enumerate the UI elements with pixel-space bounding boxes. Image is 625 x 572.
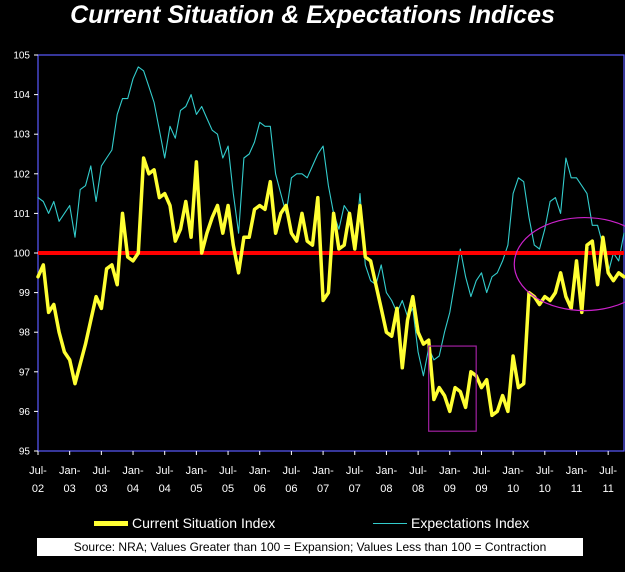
x-tick-label-line2: 08 [412, 483, 424, 495]
chart-title: Current Situation & Expectations Indices [70, 1, 555, 29]
x-tick-label: Jul- 02 [29, 465, 47, 495]
x-tick-label: Jan- 08 [376, 465, 398, 495]
legend-current-swatch [94, 520, 128, 526]
x-tick-label-line1: Jul- [473, 465, 491, 477]
x-tick-label-line1: Jul- [536, 465, 554, 477]
x-tick-label: Jan- 10 [502, 465, 524, 495]
x-tick-label-line1: Jan- [186, 465, 208, 477]
legend-current-label: Current Situation Index [132, 515, 276, 531]
y-tick-label: 95 [19, 447, 31, 458]
x-tick-label-line2: 06 [254, 483, 266, 495]
highlight-rectangle [428, 345, 477, 432]
legend-expectations-swatch [373, 522, 407, 524]
x-tick-label: Jul- 10 [536, 465, 554, 495]
x-tick-label-line1: Jan- [566, 465, 588, 477]
y-tick-label: 101 [13, 209, 30, 220]
x-tick-label-line1: Jul- [92, 465, 110, 477]
expectations-series [37, 66, 625, 377]
x-tick-label: Jul- 09 [473, 465, 491, 495]
x-tick-label-line2: 02 [32, 483, 44, 495]
x-tick-label: Jul- 08 [409, 465, 427, 495]
x-tick-label: Jan- 03 [59, 465, 81, 495]
x-tick-label-line2: 07 [317, 483, 329, 495]
current-situation-series [36, 156, 625, 418]
legend-expectations-label: Expectations Index [411, 515, 530, 531]
x-tick-label-line1: Jan- [249, 465, 271, 477]
y-tick-label: 96 [19, 407, 31, 418]
x-tick-label-line1: Jan- [376, 465, 398, 477]
x-tick-label-line1: Jan- [439, 465, 461, 477]
x-tick-label-line1: Jan- [59, 465, 81, 477]
x-tick-label: Jul- 11 [599, 465, 617, 495]
x-tick-label: Jul- 07 [346, 465, 364, 495]
legend-current: Current Situation Index [94, 513, 275, 533]
y-tick-label: 100 [13, 249, 30, 260]
y-tick-label: 97 [19, 367, 31, 378]
x-tick-label-line2: 03 [95, 483, 107, 495]
x-tick-label: Jan- 07 [312, 465, 334, 495]
x-tick-label-line2: 07 [349, 483, 361, 495]
expectations-line [37, 66, 625, 377]
x-tick-label-line2: 10 [507, 483, 519, 495]
annotations [428, 216, 625, 432]
y-tick-label: 104 [13, 90, 30, 101]
x-tick-label-line2: 09 [475, 483, 487, 495]
x-tick-label-line2: 10 [539, 483, 551, 495]
y-tick-label: 102 [13, 169, 30, 180]
x-tick-label-line2: 08 [380, 483, 392, 495]
x-tick-label-line1: Jul- [283, 465, 301, 477]
x-tick-label-line2: 04 [159, 483, 171, 495]
x-tick-label-line1: Jul- [29, 465, 47, 477]
x-tick-label-line2: 04 [127, 483, 139, 495]
x-tick-label-line2: 05 [190, 483, 202, 495]
x-tick-label-line1: Jan- [502, 465, 524, 477]
x-tick-label-line2: 09 [444, 483, 456, 495]
x-tick-label: Jan- 11 [566, 465, 588, 495]
legend-expectations: Expectations Index [373, 513, 529, 533]
x-tick-label: Jan- 05 [186, 465, 208, 495]
x-tick-label: Jul- 06 [283, 465, 301, 495]
y-tick-label: 99 [19, 288, 31, 299]
x-tick-label: Jan- 06 [249, 465, 271, 495]
source-note: Source: NRA; Values Greater than 100 = E… [37, 538, 583, 556]
x-tick-label-line1: Jan- [122, 465, 144, 477]
highlight-ellipse [513, 216, 625, 312]
x-tick-label-line2: 05 [222, 483, 234, 495]
y-tick-label: 105 [13, 51, 30, 62]
current-situation-line [36, 156, 625, 418]
x-tick-label: Jul- 04 [156, 465, 174, 495]
x-tick-label-line1: Jul- [409, 465, 427, 477]
x-tick-label: Jul- 03 [92, 465, 110, 495]
x-tick-label-line1: Jan- [312, 465, 334, 477]
x-tick-label-line2: 11 [571, 483, 582, 495]
x-tick-label: Jan- 04 [122, 465, 144, 495]
x-tick-label-line2: 06 [285, 483, 297, 495]
y-tick-label: 98 [19, 328, 31, 339]
y-axis: 95 96 97 98 99 100 101 102 103 104 105 [13, 51, 38, 458]
x-axis: Jul-02Jan-03Jul-03Jan-04Jul-04Jan-05Jul-… [29, 451, 617, 495]
x-tick-label-line2: 03 [64, 483, 76, 495]
x-tick-label: Jan- 09 [439, 465, 461, 495]
x-tick-label-line1: Jul- [156, 465, 174, 477]
x-tick-label-line1: Jul- [346, 465, 364, 477]
x-tick-label-line2: 11 [602, 483, 613, 495]
x-tick-label-line1: Jul- [219, 465, 237, 477]
x-tick-label-line1: Jul- [599, 465, 617, 477]
x-tick-label: Jul- 05 [219, 465, 237, 495]
y-tick-label: 103 [13, 130, 30, 141]
